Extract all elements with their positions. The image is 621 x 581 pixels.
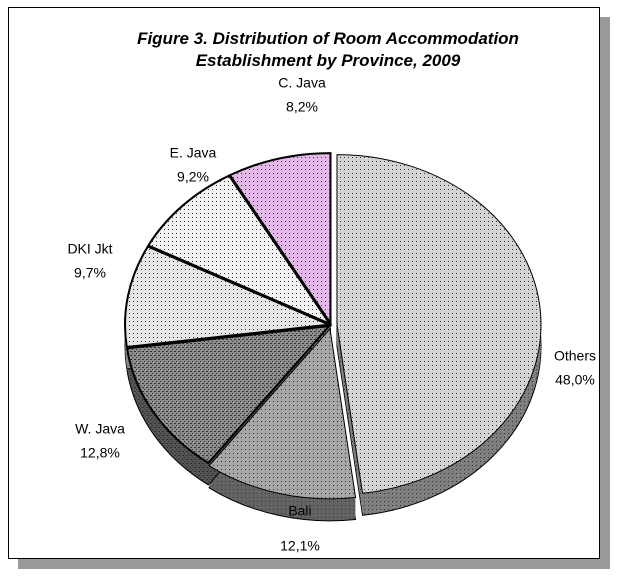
chart-title: Figure 3. Distribution of Room Accommoda… <box>137 29 519 70</box>
slice-value-label: 48,0% <box>555 372 595 388</box>
slice-label: C. Java <box>278 75 326 91</box>
slice-label: DKI Jkt <box>67 241 112 257</box>
slice-value-label: 9,2% <box>177 169 209 185</box>
slice <box>146 174 333 326</box>
slice <box>208 327 357 500</box>
slice-label: Others <box>554 348 596 364</box>
slice <box>125 324 332 465</box>
slice <box>228 152 332 327</box>
slice-value-label: 8,2% <box>286 99 318 115</box>
slice-label: E. Java <box>170 145 217 161</box>
slice-label: Bali <box>288 503 311 519</box>
slice-value-label: 9,7% <box>74 265 106 281</box>
slice-value-label: 12,1% <box>280 538 320 554</box>
slice <box>336 154 542 494</box>
slice <box>124 245 333 349</box>
slice-value-label: 12,8% <box>80 445 120 461</box>
slice-label: W. Java <box>75 421 125 437</box>
